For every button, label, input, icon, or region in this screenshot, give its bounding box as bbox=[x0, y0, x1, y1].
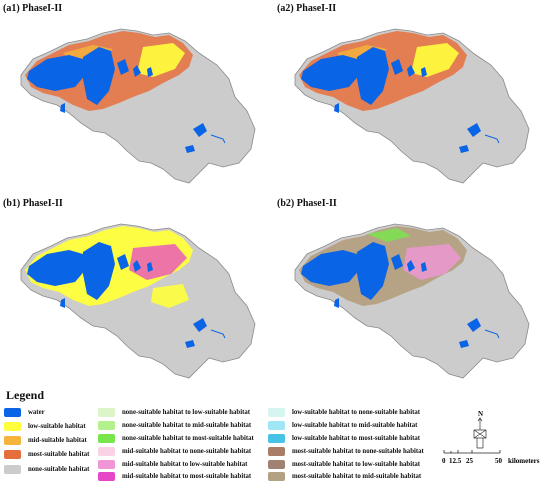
legend-swatch bbox=[98, 447, 115, 456]
map-panel-a1: (a1) PhaseI-II bbox=[3, 3, 271, 193]
legend-swatch bbox=[4, 408, 21, 417]
legend-item: none-suitable habitat to low-suitable ha… bbox=[98, 407, 250, 418]
north-label: N bbox=[478, 410, 483, 418]
scale-tick-1: 12.5 bbox=[449, 457, 462, 465]
legend-swatch bbox=[98, 421, 115, 430]
map-b1 bbox=[20, 223, 256, 379]
legend-label: low-suitable habitat bbox=[28, 423, 86, 430]
panel-label-a1: (a1) PhaseI-II bbox=[3, 3, 63, 14]
legend-item: low-suitable habitat to none-suitable ha… bbox=[268, 407, 420, 418]
scale-bar: N 0 12.5 25 50 kilometers bbox=[442, 410, 540, 465]
legend-swatch bbox=[98, 434, 115, 443]
legend-label: low-suitable habitat to mid-suitable hab… bbox=[292, 422, 418, 429]
map-panel-b2: (b2) PhaseI-II bbox=[277, 198, 545, 388]
scale-tick-0: 0 bbox=[442, 457, 446, 465]
legend-swatch bbox=[268, 434, 285, 443]
scale-line bbox=[443, 450, 501, 454]
legend-item: mid-suitable habitat to low-suitable hab… bbox=[98, 459, 247, 470]
legend-title: Legend bbox=[6, 388, 45, 402]
legend-swatch bbox=[4, 436, 21, 445]
legend-swatch bbox=[268, 421, 285, 430]
legend-label: none-suitable habitat to most-suitable h… bbox=[122, 435, 254, 442]
legend-item: low-suitable habitat to most-suitable ha… bbox=[268, 433, 420, 444]
legend-item: most-suitable habitat bbox=[4, 449, 89, 460]
legend-item: most-suitable habitat to none-suitable h… bbox=[268, 446, 424, 457]
legend-item: none-suitable habitat to most-suitable h… bbox=[98, 433, 254, 444]
scale-unit: kilometers bbox=[508, 457, 540, 465]
map-a2 bbox=[294, 28, 530, 184]
legend-swatch bbox=[98, 408, 115, 417]
north-arrow-icon bbox=[473, 417, 487, 449]
legend-item: mid-suitable habitat to none-suitable ha… bbox=[98, 446, 251, 457]
legend-label: none-suitable habitat bbox=[28, 466, 90, 473]
legend-label: none-suitable habitat to mid-suitable ha… bbox=[122, 422, 252, 429]
legend-label: most-suitable habitat to low-suitable ha… bbox=[292, 461, 421, 468]
legend-label: mid-suitable habitat to low-suitable hab… bbox=[122, 461, 248, 468]
legend-swatch bbox=[98, 472, 115, 481]
legend-label: most-suitable habitat bbox=[28, 451, 90, 458]
legend-label: mid-suitable habitat to most-suitable ha… bbox=[122, 473, 252, 480]
scale-tick-3: 50 bbox=[495, 457, 503, 465]
legend-label: low-suitable habitat to most-suitable ha… bbox=[292, 435, 421, 442]
legend-item: low-suitable habitat to mid-suitable hab… bbox=[268, 420, 417, 431]
legend-label: most-suitable habitat to mid-suitable ha… bbox=[292, 473, 422, 480]
legend-item: mid-suitable habitat bbox=[4, 435, 87, 446]
legend-label: mid-suitable habitat bbox=[28, 437, 87, 444]
map-panel-b1: (b1) PhaseI-II bbox=[3, 198, 271, 388]
legend-swatch bbox=[4, 450, 21, 459]
legend-item: none-suitable habitat to mid-suitable ha… bbox=[98, 420, 251, 431]
legend-item: mid-suitable habitat to most-suitable ha… bbox=[98, 471, 251, 482]
legend-swatch bbox=[268, 460, 285, 469]
legend-label: none-suitable habitat to low-suitable ha… bbox=[122, 409, 251, 416]
map-panel-a2: (a2) PhaseI-II bbox=[277, 3, 545, 193]
legend-swatch bbox=[98, 460, 115, 469]
panel-label-b2: (b2) PhaseI-II bbox=[277, 198, 337, 209]
legend-item: water bbox=[4, 407, 45, 418]
legend-swatch bbox=[4, 422, 21, 431]
legend-label: mid-suitable habitat to none-suitable ha… bbox=[122, 448, 252, 455]
panel-label-a2: (a2) PhaseI-II bbox=[277, 3, 337, 14]
map-a1 bbox=[20, 28, 256, 184]
legend-swatch bbox=[268, 447, 285, 456]
panel-label-b1: (b1) PhaseI-II bbox=[3, 198, 63, 209]
legend-label: water bbox=[28, 409, 45, 416]
legend-label: low-suitable habitat to none-suitable ha… bbox=[292, 409, 421, 416]
legend-item: most-suitable habitat to mid-suitable ha… bbox=[268, 471, 421, 482]
legend-label: most-suitable habitat to none-suitable h… bbox=[292, 448, 424, 455]
legend-item: most-suitable habitat to low-suitable ha… bbox=[268, 459, 420, 470]
scale-tick-2: 25 bbox=[466, 457, 474, 465]
legend-swatch bbox=[4, 465, 21, 474]
legend-swatch bbox=[268, 472, 285, 481]
legend-swatch bbox=[268, 408, 285, 417]
legend-item: none-suitable habitat bbox=[4, 464, 89, 475]
legend-item: low-suitable habitat bbox=[4, 421, 86, 432]
map-b2 bbox=[294, 223, 530, 379]
